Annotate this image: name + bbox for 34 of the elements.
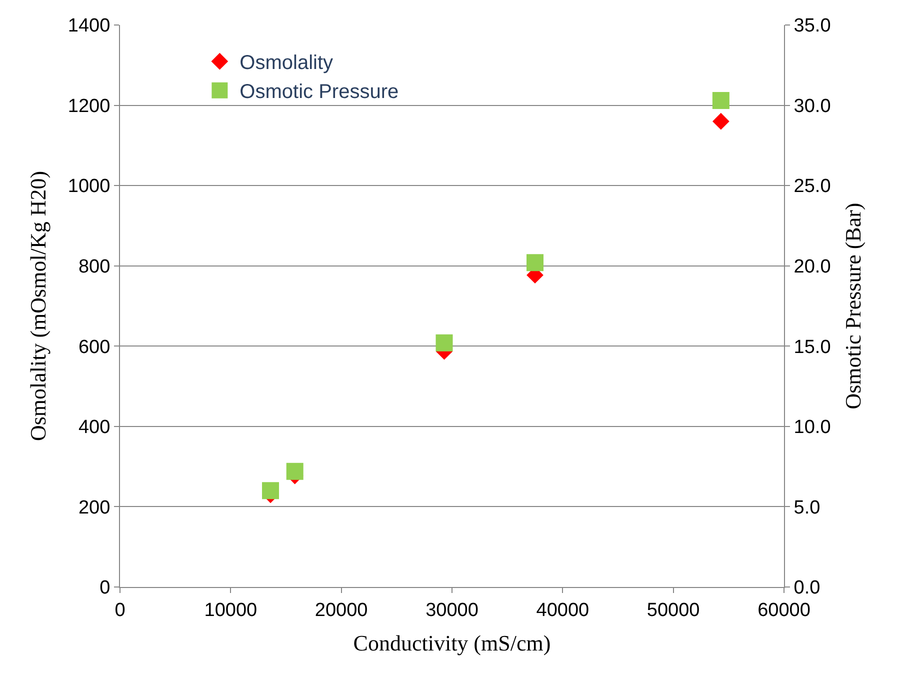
y2-tick-label: 10.0 (794, 417, 831, 438)
y-tick-label: 200 (78, 497, 110, 518)
y-tick-label: 600 (78, 336, 110, 358)
y-tick-label: 0 (100, 578, 110, 599)
y-tick-label: 1400 (68, 16, 110, 37)
point (712, 112, 730, 130)
point (436, 334, 453, 352)
x-tick-label: 60000 (758, 600, 810, 621)
point (712, 92, 730, 109)
y2-tick-label: 20.0 (794, 256, 831, 278)
point (286, 462, 304, 480)
y2-tick-label: 35.0 (794, 16, 831, 37)
x-tick-label: 30000 (426, 600, 478, 621)
x-axis-title: Conductivity (mS/cm) (353, 630, 551, 656)
y-tick-label: 800 (78, 256, 110, 278)
y2-tick-label: 15.0 (794, 336, 831, 358)
y2-tick-label: 25.0 (794, 176, 831, 198)
y-tick-label: 1000 (68, 176, 110, 198)
x-tick-label: 0 (114, 600, 126, 621)
legend-label: Osmolality (240, 52, 334, 74)
legend-label: Osmotic Pressure (240, 81, 399, 104)
x-tick-label: 10000 (204, 600, 258, 621)
x-tick-label: 40000 (536, 600, 590, 621)
y2-axis-title: Osmotic Pressure (Bar) (840, 202, 866, 410)
x-tick-label: 50000 (646, 600, 700, 621)
point (262, 482, 280, 500)
x-tick-label: 20000 (314, 600, 368, 621)
y-tick-label: 400 (78, 417, 110, 438)
y2-tick-label: 30.0 (794, 96, 831, 117)
y-tick-label: 1200 (68, 96, 110, 117)
y2-tick-label: 5.0 (794, 497, 820, 518)
y-axis-title: Osmolality (mOsmol/Kg H20) (26, 170, 51, 442)
point (526, 254, 544, 272)
y2-tick-label: 0.0 (794, 578, 820, 599)
